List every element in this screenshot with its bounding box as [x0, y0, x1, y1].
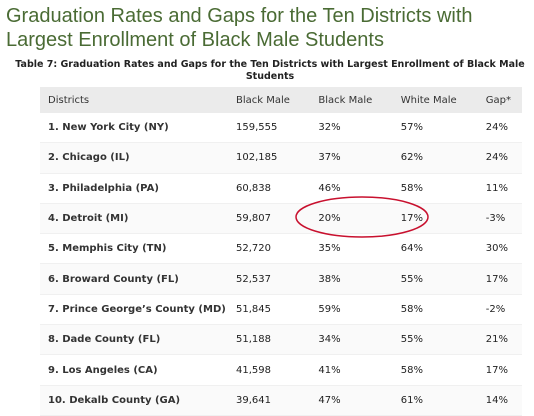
value-cell: 21%	[477, 324, 522, 356]
table-row: 2. Chicago (IL) 102,185 37% 62% 24%	[40, 142, 522, 174]
value-cell: 41%	[310, 354, 393, 386]
value-cell: -2%	[477, 294, 522, 326]
value-cell: 11%	[477, 173, 522, 204]
table-row: 5. Memphis City (TN) 52,720 35% 64% 30%	[40, 233, 522, 265]
district-cell: 9. Los Angeles (CA)	[40, 354, 228, 386]
value-cell: 24%	[477, 113, 522, 144]
district-cell: 6. Broward County (FL)	[40, 263, 228, 295]
table-row: 1. New York City (NY) 159,555 32% 57% 24%	[40, 113, 522, 144]
value-cell: 159,555	[228, 113, 311, 144]
value-cell: 57%	[392, 113, 478, 144]
value-cell: 60,838	[228, 173, 311, 204]
column-header: White Male	[392, 87, 478, 113]
value-cell: 58%	[392, 294, 478, 326]
value-cell: 55%	[392, 263, 478, 295]
column-header: Black Male	[228, 87, 311, 113]
value-cell: 24%	[477, 142, 522, 174]
table-row: 10. Dekalb County (GA) 39,641 47% 61% 14%	[40, 385, 522, 416]
district-cell: 10. Dekalb County (GA)	[40, 385, 228, 416]
district-cell: 4. Detroit (MI)	[40, 203, 228, 235]
district-cell: 5. Memphis City (TN)	[40, 233, 228, 265]
table-header: Districts Black Male Black Male White Male G…	[40, 87, 522, 113]
district-cell: 1. New York City (NY)	[40, 113, 228, 144]
value-cell: 30%	[477, 233, 522, 265]
value-cell: 17%	[392, 203, 478, 235]
value-cell: 17%	[477, 354, 522, 386]
value-cell: 51,845	[228, 294, 311, 326]
value-cell: 59,807	[228, 203, 311, 235]
value-cell: 58%	[392, 354, 478, 386]
value-cell: 39,641	[228, 385, 311, 416]
value-cell: 38%	[310, 263, 393, 295]
value-cell: 41,598	[228, 354, 311, 386]
value-cell: 61%	[392, 385, 478, 416]
column-header: Gap*	[477, 87, 522, 113]
value-cell: 55%	[392, 324, 478, 356]
table: Districts Black Male Black Male White Male G…	[40, 87, 522, 416]
value-cell: 14%	[477, 385, 522, 416]
value-cell: 32%	[310, 113, 393, 144]
value-cell: 47%	[310, 385, 393, 416]
table-row: 9. Los Angeles (CA) 41,598 41% 58% 17%	[40, 354, 522, 386]
value-cell: 17%	[477, 263, 522, 295]
table-row: 7. Prince George’s County (MD) 51,845 59% 5…	[40, 294, 522, 326]
value-cell: 58%	[392, 173, 478, 204]
value-cell: 52,720	[228, 233, 311, 265]
column-header: Districts	[40, 87, 228, 113]
value-cell: 34%	[310, 324, 393, 356]
header-row: Districts Black Male Black Male White Male G…	[40, 87, 522, 113]
district-cell: 8. Dade County (FL)	[40, 324, 228, 356]
table-caption: Table 7: Graduation Rates and Gaps for t…	[15, 59, 525, 82]
value-cell: 35%	[310, 233, 393, 265]
value-cell: 59%	[310, 294, 393, 326]
column-header: Black Male	[310, 87, 393, 113]
table-row: 8. Dade County (FL) 51,188 34% 55% 21%	[40, 324, 522, 356]
value-cell: 64%	[392, 233, 478, 265]
value-cell: 102,185	[228, 142, 311, 174]
table-row: 6. Broward County (FL) 52,537 38% 55% 17%	[40, 263, 522, 295]
table-body: 1. New York City (NY) 159,555 32% 57% 24% 2. …	[40, 113, 522, 416]
value-cell: 20%	[310, 203, 393, 235]
value-cell: 46%	[310, 173, 393, 204]
district-cell: 3. Philadelphia (PA)	[40, 173, 228, 204]
table-row: 4. Detroit (MI) 59,807 20% 17% -3%	[40, 203, 522, 235]
value-cell: 37%	[310, 142, 393, 174]
district-cell: 7. Prince George’s County (MD)	[40, 294, 228, 326]
value-cell: 52,537	[228, 263, 311, 295]
title: Graduation Rates and Gaps for the Ten Di…	[6, 5, 473, 51]
value-cell: 62%	[392, 142, 478, 174]
table-row: 3. Philadelphia (PA) 60,838 46% 58% 11%	[40, 173, 522, 204]
value-cell: -3%	[477, 203, 522, 235]
value-cell: 51,188	[228, 324, 311, 356]
district-cell: 2. Chicago (IL)	[40, 142, 228, 174]
